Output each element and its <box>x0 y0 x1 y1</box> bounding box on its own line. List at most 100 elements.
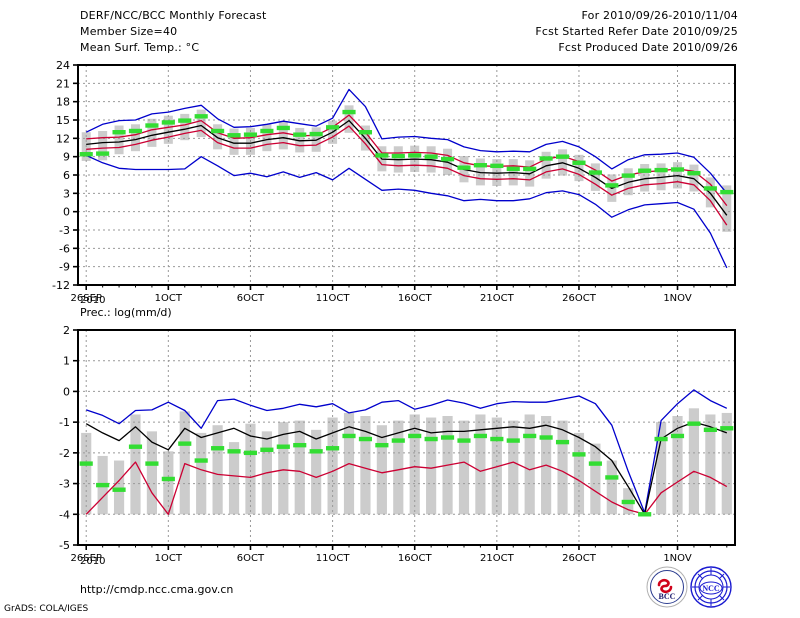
source-url[interactable]: http://cmdp.ncc.cma.gov.cn <box>80 583 234 596</box>
spread-bar <box>147 118 157 147</box>
observed-marker <box>490 436 504 442</box>
precip-bar <box>245 423 256 515</box>
xtick-label: 16OCT <box>398 293 433 304</box>
precip-bar <box>393 420 404 515</box>
precip-bar <box>426 417 437 515</box>
observed-marker <box>457 438 471 443</box>
observed-marker <box>145 123 159 128</box>
observed-marker <box>588 461 602 466</box>
observed-marker <box>227 133 241 138</box>
observed-marker <box>309 131 323 137</box>
observed-marker <box>687 421 701 426</box>
observed-marker <box>572 452 586 457</box>
observed-marker <box>424 154 438 159</box>
precip-bar <box>458 420 470 515</box>
precip-bar <box>212 425 223 515</box>
precip-bar <box>311 429 322 515</box>
observed-marker <box>572 160 586 165</box>
panel2-axis-year: 2010 <box>80 556 106 567</box>
panel-2: -5 -4 -3 -2 -1 0 1 2 26SEP 1OCT 6OCT 11OCT 16OCT 21OC… <box>59 324 736 564</box>
spread-bar <box>163 115 173 144</box>
ytick-label: -5 <box>59 539 70 552</box>
observed-marker <box>260 128 274 134</box>
precip-bar <box>294 420 305 515</box>
ytick-label: -3 <box>59 478 70 491</box>
plot-frame <box>77 329 736 546</box>
precip-bar <box>179 411 190 515</box>
spread-bar <box>180 113 190 141</box>
observed-marker <box>243 132 258 137</box>
observed-marker <box>358 130 373 135</box>
spread-bar <box>98 131 108 161</box>
observed-marker <box>391 153 405 159</box>
spread-bar <box>640 164 650 192</box>
observed-marker <box>473 163 487 168</box>
observed-marker <box>408 433 422 439</box>
observed-marker <box>605 475 619 480</box>
observed-marker <box>457 165 471 170</box>
ytick-label: -12 <box>52 279 70 292</box>
spread-bar <box>130 124 141 152</box>
xtick-label: 26SEP <box>71 553 102 564</box>
precip-bar <box>573 432 585 515</box>
xtick-label: 26OCT <box>562 553 597 564</box>
member-size-label: Member Size=40 <box>80 25 178 38</box>
observed-marker <box>260 447 274 452</box>
observed-marker <box>326 125 340 130</box>
observed-marker <box>720 189 734 195</box>
svg-text:BCC: BCC <box>659 592 676 601</box>
observed-marker <box>293 442 307 448</box>
observed-marker <box>96 482 110 488</box>
spread-bar <box>722 185 732 232</box>
observed-marker <box>211 446 225 451</box>
observed-marker <box>358 436 373 442</box>
observed-marker <box>440 435 455 440</box>
observed-marker <box>112 130 126 135</box>
precip-bar <box>409 414 420 515</box>
forecast-period-label: For 2010/09/26-2010/11/04 <box>581 9 738 22</box>
precip-bar <box>81 432 92 515</box>
observed-marker <box>555 154 570 159</box>
observed-marker <box>145 461 159 466</box>
observed-marker <box>687 170 701 176</box>
observed-marker <box>605 183 619 188</box>
observed-marker <box>194 458 208 463</box>
xtick-label: 21OCT <box>480 293 515 304</box>
observed-marker <box>588 170 602 175</box>
observed-marker <box>720 426 734 431</box>
precip-bar <box>688 408 700 515</box>
precip-bar <box>655 422 667 515</box>
observed-marker <box>161 120 175 125</box>
observed-marker <box>621 499 635 505</box>
observed-marker <box>506 166 520 172</box>
observed-marker <box>670 167 685 172</box>
observed-marker <box>539 156 553 161</box>
observed-marker <box>523 433 537 439</box>
observed-marker <box>375 442 389 448</box>
xtick-label: 6OCT <box>237 553 265 564</box>
series-median <box>86 119 728 216</box>
observed-marker <box>424 436 438 442</box>
precip-bar <box>376 425 387 515</box>
precip-bar <box>146 431 158 515</box>
ytick-label: -1 <box>59 416 70 429</box>
observed-marker <box>539 435 553 440</box>
observed-marker <box>178 441 192 446</box>
ytick-label: 1 <box>63 355 70 368</box>
spread-bar <box>278 121 288 150</box>
observed-marker <box>128 128 143 134</box>
observed-marker <box>408 153 422 158</box>
xtick-label: 21OCT <box>480 553 515 564</box>
ytick-label: 2 <box>63 324 70 337</box>
ytick-label: -2 <box>59 447 70 460</box>
observed-marker <box>703 427 717 433</box>
series-min <box>85 461 728 515</box>
observed-marker <box>440 156 455 162</box>
observed-marker <box>112 487 126 492</box>
observed-marker <box>391 438 405 443</box>
observed-marker <box>555 439 570 445</box>
spread-bar <box>262 124 272 152</box>
observed-marker <box>276 444 290 449</box>
observed-marker <box>79 461 93 466</box>
